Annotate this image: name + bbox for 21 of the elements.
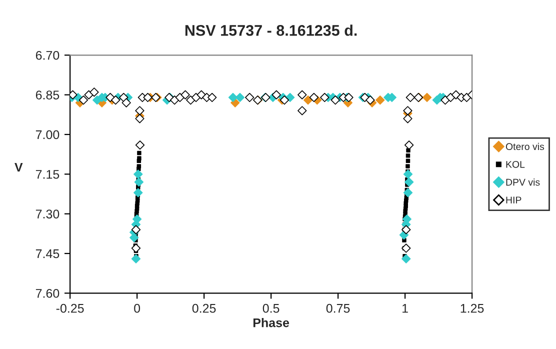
x-tick-label: 0.75 — [326, 304, 350, 313]
y-tick-label: 6.85 — [36, 90, 60, 100]
legend-label: DPV vis — [506, 178, 540, 186]
x-tick-label: 0 — [134, 304, 140, 313]
y-tick-label: 6.70 — [36, 50, 60, 60]
x-tick-label: 0.25 — [192, 304, 216, 313]
legend-label: KOL — [506, 160, 525, 168]
y-tick-label: 7.00 — [36, 130, 60, 140]
y-tick-label: 7.30 — [36, 210, 60, 218]
chart-title: NSV 15737 - 8.161235 d. — [185, 24, 357, 36]
y-tick-label: 7.60 — [36, 288, 60, 298]
x-tick-label: 1 — [402, 304, 408, 313]
x-tick-label: -0.25 — [56, 304, 84, 313]
x-axis-title: Phase — [253, 318, 290, 328]
legend-label: HIP — [506, 196, 522, 204]
legend-label: Otero vis — [506, 142, 544, 150]
y-tick-label: 7.45 — [36, 249, 60, 258]
x-tick-label: 0.5 — [262, 304, 280, 313]
y-tick-label: 7.15 — [36, 170, 60, 179]
y-axis-title: V — [14, 162, 23, 172]
x-tick-label: 1.25 — [460, 304, 484, 313]
